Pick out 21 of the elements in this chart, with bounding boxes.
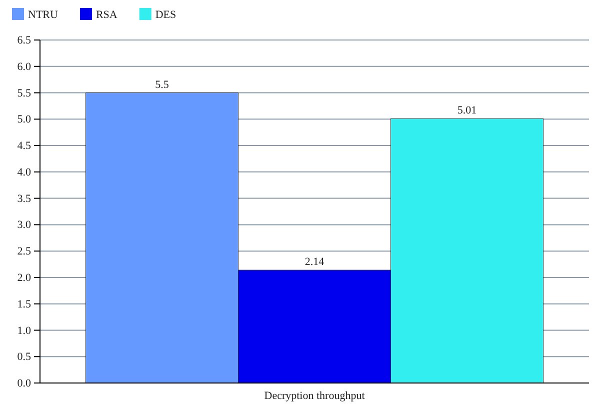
data-label: 5.01 [457,104,477,117]
y-tick-label: 1.0 [17,324,32,337]
y-tick-label: 3.0 [17,219,32,232]
x-tick-label: Decryption throughput [264,390,365,402]
legend-label: DES [155,9,176,21]
y-tick-label: 3.5 [17,192,32,205]
legend-label: RSA [96,9,118,21]
y-tick-label: 2.0 [17,272,32,284]
y-tick-label: 5.5 [17,87,32,100]
y-tick-label: 2.5 [17,246,32,258]
y-tick-label: 4.0 [17,166,32,178]
y-tick-label: 1.5 [17,298,32,310]
y-tick-label: 6.5 [17,34,32,47]
y-tick-label: 0.5 [17,351,32,364]
legend-label: NTRU [28,9,58,21]
data-label: 2.14 [304,256,325,268]
data-label: 5.5 [155,78,170,91]
y-tick-label: 6.0 [17,60,32,73]
y-tick-label: 0.0 [17,378,32,390]
y-tick-label: 5.0 [17,114,32,126]
y-tick-label: 4.5 [17,140,32,152]
